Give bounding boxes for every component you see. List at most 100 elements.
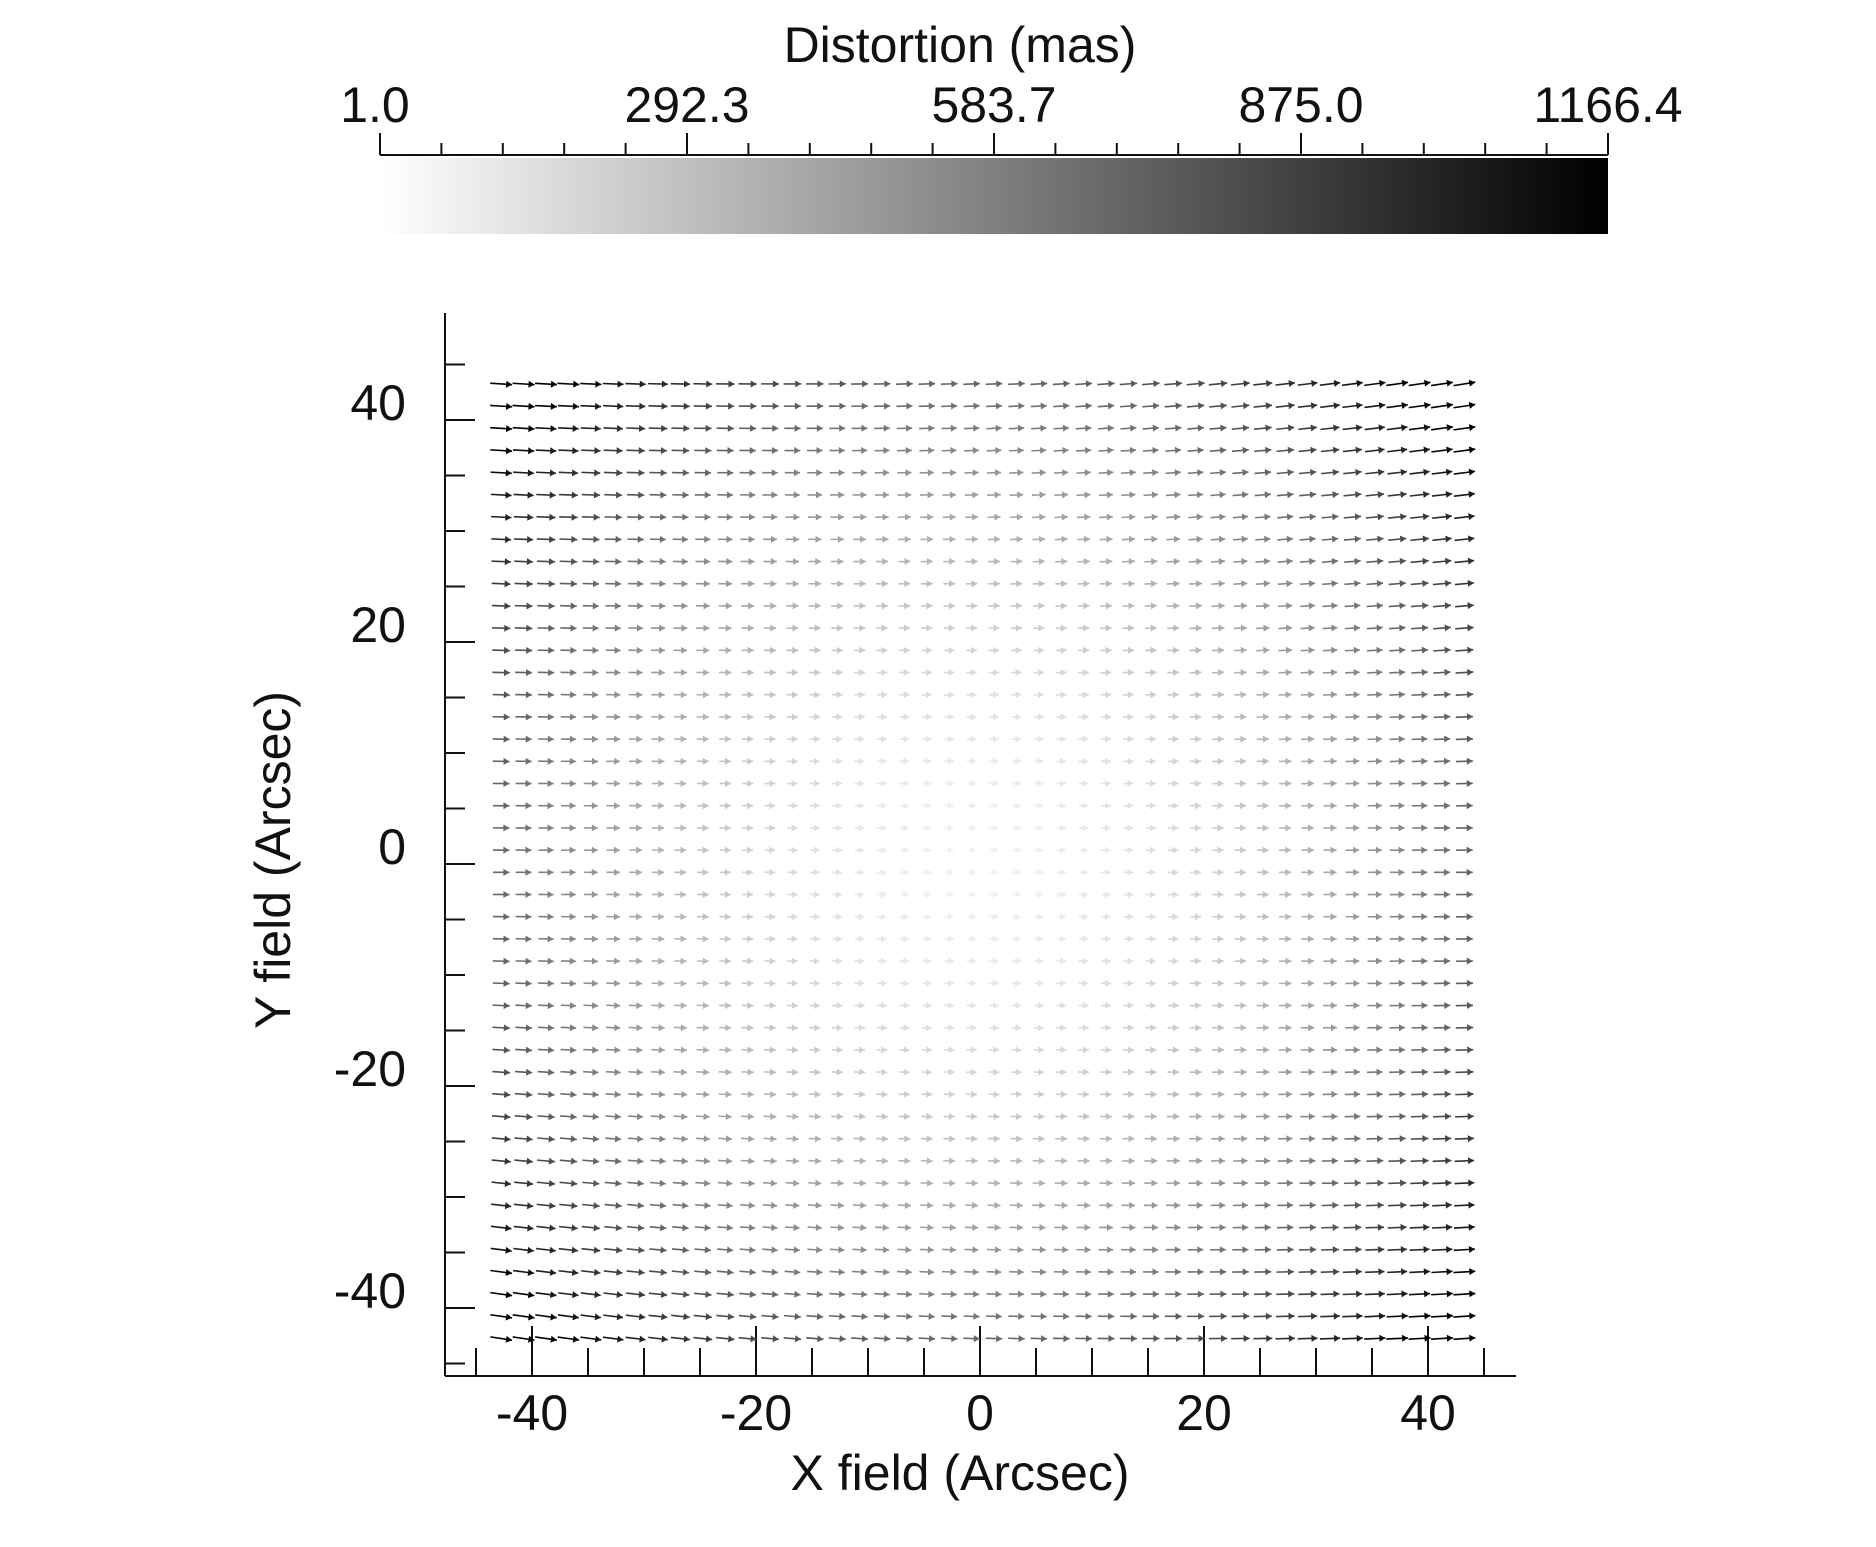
- vector-arrow: [876, 1046, 888, 1054]
- vector-arrow: [560, 957, 576, 965]
- vector-arrow: [673, 1113, 688, 1121]
- vector-arrow: [514, 1179, 534, 1187]
- vector-arrow: [512, 1313, 535, 1321]
- vector-arrow: [1055, 602, 1068, 610]
- vector-arrow: [557, 1313, 579, 1321]
- vector-arrow: [581, 1202, 600, 1210]
- vector-arrow: [1075, 1335, 1092, 1343]
- vector-arrow: [1166, 1179, 1181, 1187]
- vector-arrow: [1411, 779, 1428, 787]
- vector-arrow: [512, 1291, 535, 1299]
- colorbar-ticks: [379, 133, 1609, 155]
- vector-arrow: [896, 446, 912, 454]
- vector-arrow: [742, 868, 754, 876]
- vector-arrow: [1054, 1201, 1068, 1209]
- vector-arrow: [1190, 780, 1202, 788]
- vector-arrow: [1433, 957, 1451, 965]
- vector-arrow: [739, 1268, 756, 1276]
- vector-arrow: [1342, 1312, 1363, 1320]
- vector-arrow: [1167, 1090, 1180, 1098]
- vector-arrow: [559, 1135, 577, 1143]
- vector-arrow: [854, 935, 865, 943]
- vector-arrow: [1299, 1179, 1316, 1187]
- vector-arrow: [561, 824, 576, 832]
- vector-arrow: [717, 491, 734, 499]
- vector-arrow: [899, 935, 910, 943]
- vector-arrow: [628, 757, 643, 765]
- vector-arrow: [1099, 1224, 1113, 1232]
- vector-arrow: [648, 1335, 668, 1343]
- vector-arrow: [650, 1135, 666, 1143]
- vector-arrow: [831, 646, 843, 654]
- vector-arrow: [649, 1202, 667, 1209]
- vector-arrow: [696, 691, 710, 699]
- vector-arrow: [1121, 1246, 1136, 1254]
- vector-arrow: [1410, 1157, 1429, 1165]
- vector-arrow: [716, 1290, 734, 1298]
- vector-arrow: [1256, 1046, 1270, 1054]
- vector-arrow: [606, 935, 621, 943]
- vector-arrow: [1321, 1201, 1339, 1209]
- vector-arrow: [1209, 424, 1227, 432]
- vector-arrow: [1456, 846, 1473, 854]
- vector-arrow: [1030, 1312, 1047, 1320]
- vector-arrow: [1034, 913, 1044, 921]
- vector-arrow: [490, 1291, 513, 1299]
- vector-arrow: [963, 380, 980, 388]
- vector-arrow: [515, 757, 532, 765]
- vector-arrow: [943, 1090, 955, 1098]
- vector-arrow: [899, 913, 910, 921]
- vector-arrow: [1010, 580, 1023, 588]
- vector-arrow: [1342, 446, 1362, 454]
- vector-arrow: [899, 735, 910, 743]
- vector-arrow: [491, 536, 512, 543]
- vector-arrow: [696, 802, 709, 810]
- vector-arrow: [696, 669, 710, 677]
- vector-arrow: [1008, 1335, 1025, 1343]
- vector-arrow: [1278, 1068, 1292, 1076]
- vector-arrow: [1234, 802, 1247, 810]
- vector-arrow: [944, 1024, 955, 1032]
- vector-arrow: [492, 691, 510, 699]
- vector-arrow: [851, 380, 869, 388]
- vector-arrow: [742, 891, 754, 899]
- vector-arrow: [1188, 1224, 1204, 1232]
- vector-arrow: [1033, 669, 1045, 677]
- vector-arrow: [1143, 513, 1158, 521]
- vector-arrow: [1409, 1223, 1430, 1231]
- vector-arrow: [693, 1335, 713, 1343]
- vector-arrow: [876, 669, 888, 677]
- vector-arrow: [673, 602, 688, 610]
- vector-arrow: [1165, 1246, 1181, 1254]
- vector-arrow: [1165, 1268, 1182, 1276]
- vector-arrow: [719, 802, 731, 810]
- vector-arrow: [987, 1201, 1001, 1209]
- vector-arrow: [491, 1202, 512, 1210]
- vector-arrow: [1232, 1224, 1249, 1232]
- vector-arrow: [1411, 668, 1428, 676]
- vector-arrow: [1077, 624, 1090, 632]
- vector-arrow: [920, 580, 933, 588]
- vector-arrow: [1145, 1068, 1157, 1076]
- vector-arrow: [944, 757, 955, 765]
- vector-arrow: [1120, 402, 1137, 410]
- vector-arrow: [1256, 802, 1269, 810]
- vector-arrow: [1054, 1179, 1068, 1187]
- colorbar-tick-label: 1.0: [340, 77, 410, 133]
- vector-arrow: [1301, 846, 1314, 854]
- vector-arrow: [628, 602, 644, 610]
- vector-arrow: [740, 513, 755, 521]
- vector-arrow: [717, 1201, 733, 1209]
- vector-arrow: [1122, 1090, 1135, 1098]
- vector-arrow: [1341, 379, 1363, 387]
- vector-arrow: [1300, 1024, 1315, 1032]
- vector-arrow: [1053, 1312, 1070, 1320]
- vector-arrow: [604, 1246, 623, 1254]
- vector-arrow: [606, 757, 621, 765]
- vector-arrow: [1121, 1224, 1136, 1232]
- vector-arrow: [515, 957, 532, 965]
- vector-arrow: [1433, 913, 1451, 921]
- vector-arrow: [1078, 824, 1089, 832]
- vector-arrow: [1211, 669, 1225, 677]
- vector-arrow: [942, 491, 957, 499]
